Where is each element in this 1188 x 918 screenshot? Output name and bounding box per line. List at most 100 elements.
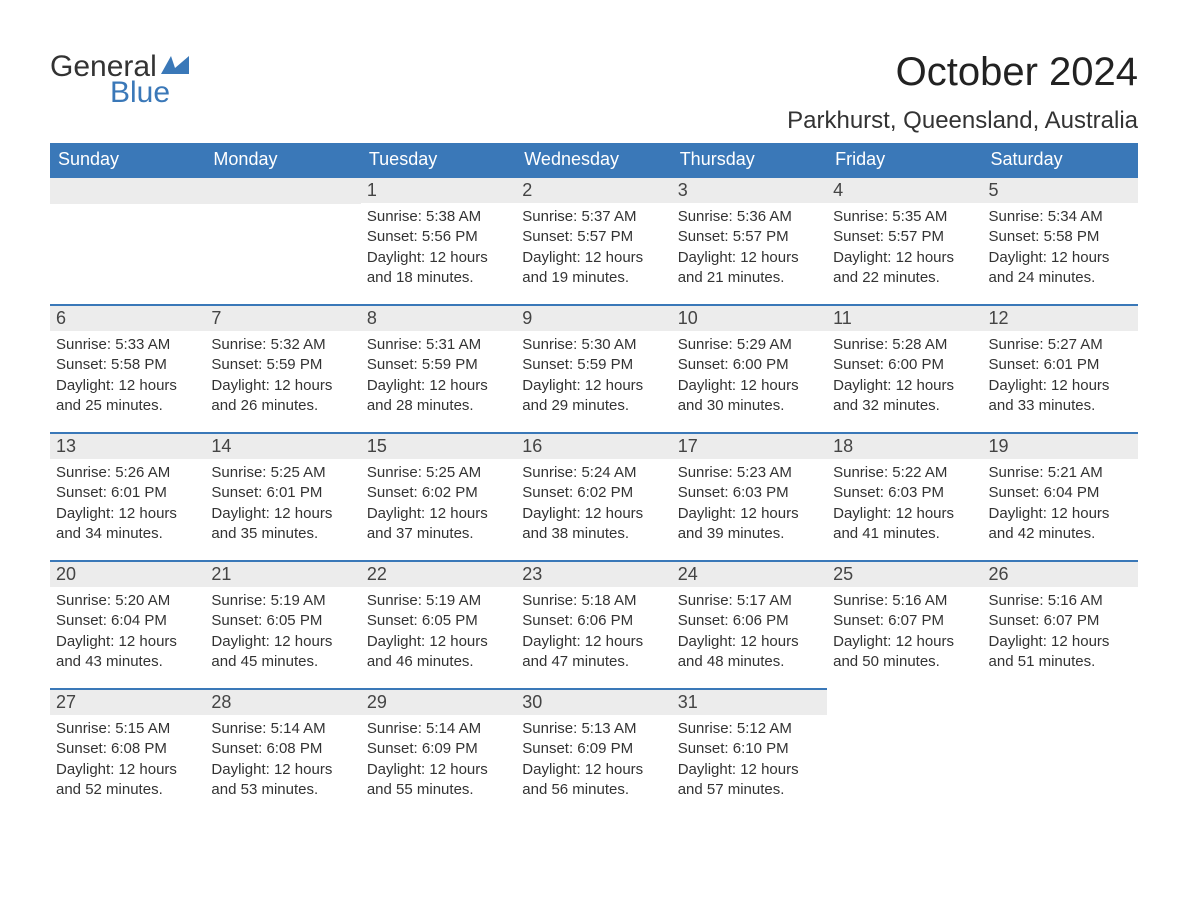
day-number: 23	[516, 560, 671, 587]
day-number: 9	[516, 304, 671, 331]
day2-text: and 52 minutes.	[56, 780, 199, 800]
sunset-text: Sunset: 6:06 PM	[522, 611, 665, 631]
calendar-day-cell	[827, 688, 982, 816]
day-number: 30	[516, 688, 671, 715]
calendar-day-cell: 20Sunrise: 5:20 AMSunset: 6:04 PMDayligh…	[50, 560, 205, 688]
sunset-text: Sunset: 6:00 PM	[678, 355, 821, 375]
day-details: Sunrise: 5:13 AMSunset: 6:09 PMDaylight:…	[516, 715, 671, 810]
sunrise-text: Sunrise: 5:16 AM	[833, 591, 976, 611]
day2-text: and 28 minutes.	[367, 396, 510, 416]
sunset-text: Sunset: 6:06 PM	[678, 611, 821, 631]
day2-text: and 48 minutes.	[678, 652, 821, 672]
day-number: 24	[672, 560, 827, 587]
day2-text: and 34 minutes.	[56, 524, 199, 544]
day-number	[50, 176, 205, 204]
calendar-day-cell: 31Sunrise: 5:12 AMSunset: 6:10 PMDayligh…	[672, 688, 827, 816]
sunrise-text: Sunrise: 5:20 AM	[56, 591, 199, 611]
day1-text: Daylight: 12 hours	[678, 248, 821, 268]
day-details: Sunrise: 5:22 AMSunset: 6:03 PMDaylight:…	[827, 459, 982, 554]
calendar-day-cell: 16Sunrise: 5:24 AMSunset: 6:02 PMDayligh…	[516, 432, 671, 560]
day-details: Sunrise: 5:35 AMSunset: 5:57 PMDaylight:…	[827, 203, 982, 298]
sunrise-text: Sunrise: 5:19 AM	[211, 591, 354, 611]
calendar-day-cell: 6Sunrise: 5:33 AMSunset: 5:58 PMDaylight…	[50, 304, 205, 432]
day-details: Sunrise: 5:27 AMSunset: 6:01 PMDaylight:…	[983, 331, 1138, 426]
day-number: 19	[983, 432, 1138, 459]
day2-text: and 22 minutes.	[833, 268, 976, 288]
sunset-text: Sunset: 5:59 PM	[522, 355, 665, 375]
sunset-text: Sunset: 5:59 PM	[211, 355, 354, 375]
day1-text: Daylight: 12 hours	[367, 376, 510, 396]
calendar-week-row: 27Sunrise: 5:15 AMSunset: 6:08 PMDayligh…	[50, 688, 1138, 816]
calendar-day-cell: 12Sunrise: 5:27 AMSunset: 6:01 PMDayligh…	[983, 304, 1138, 432]
sunset-text: Sunset: 6:07 PM	[833, 611, 976, 631]
sunrise-text: Sunrise: 5:12 AM	[678, 719, 821, 739]
day2-text: and 30 minutes.	[678, 396, 821, 416]
day-details: Sunrise: 5:19 AMSunset: 6:05 PMDaylight:…	[361, 587, 516, 682]
calendar-week-row: 1Sunrise: 5:38 AMSunset: 5:56 PMDaylight…	[50, 176, 1138, 304]
calendar-day-cell: 5Sunrise: 5:34 AMSunset: 5:58 PMDaylight…	[983, 176, 1138, 304]
sunset-text: Sunset: 6:02 PM	[522, 483, 665, 503]
sunset-text: Sunset: 5:58 PM	[989, 227, 1132, 247]
day-number: 21	[205, 560, 360, 587]
day1-text: Daylight: 12 hours	[522, 760, 665, 780]
day1-text: Daylight: 12 hours	[211, 376, 354, 396]
calendar-day-cell: 14Sunrise: 5:25 AMSunset: 6:01 PMDayligh…	[205, 432, 360, 560]
day-number: 27	[50, 688, 205, 715]
day-number: 4	[827, 176, 982, 203]
day1-text: Daylight: 12 hours	[56, 504, 199, 524]
day1-text: Daylight: 12 hours	[56, 760, 199, 780]
sunset-text: Sunset: 6:07 PM	[989, 611, 1132, 631]
day-details: Sunrise: 5:28 AMSunset: 6:00 PMDaylight:…	[827, 331, 982, 426]
calendar-day-cell: 15Sunrise: 5:25 AMSunset: 6:02 PMDayligh…	[361, 432, 516, 560]
day1-text: Daylight: 12 hours	[678, 632, 821, 652]
sunset-text: Sunset: 5:57 PM	[833, 227, 976, 247]
day-details: Sunrise: 5:19 AMSunset: 6:05 PMDaylight:…	[205, 587, 360, 682]
day-details: Sunrise: 5:34 AMSunset: 5:58 PMDaylight:…	[983, 203, 1138, 298]
day2-text: and 55 minutes.	[367, 780, 510, 800]
calendar-day-cell: 29Sunrise: 5:14 AMSunset: 6:09 PMDayligh…	[361, 688, 516, 816]
day-details: Sunrise: 5:18 AMSunset: 6:06 PMDaylight:…	[516, 587, 671, 682]
day2-text: and 25 minutes.	[56, 396, 199, 416]
sunrise-text: Sunrise: 5:35 AM	[833, 207, 976, 227]
calendar-day-cell: 19Sunrise: 5:21 AMSunset: 6:04 PMDayligh…	[983, 432, 1138, 560]
calendar-day-cell: 10Sunrise: 5:29 AMSunset: 6:00 PMDayligh…	[672, 304, 827, 432]
calendar-day-cell: 30Sunrise: 5:13 AMSunset: 6:09 PMDayligh…	[516, 688, 671, 816]
day-details: Sunrise: 5:38 AMSunset: 5:56 PMDaylight:…	[361, 203, 516, 298]
sunrise-text: Sunrise: 5:27 AM	[989, 335, 1132, 355]
calendar-week-row: 6Sunrise: 5:33 AMSunset: 5:58 PMDaylight…	[50, 304, 1138, 432]
weekday-header-row: Sunday Monday Tuesday Wednesday Thursday…	[50, 143, 1138, 176]
sunset-text: Sunset: 6:00 PM	[833, 355, 976, 375]
sunrise-text: Sunrise: 5:36 AM	[678, 207, 821, 227]
calendar-day-cell: 22Sunrise: 5:19 AMSunset: 6:05 PMDayligh…	[361, 560, 516, 688]
day-details: Sunrise: 5:29 AMSunset: 6:00 PMDaylight:…	[672, 331, 827, 426]
sunset-text: Sunset: 6:08 PM	[211, 739, 354, 759]
sunrise-text: Sunrise: 5:34 AM	[989, 207, 1132, 227]
calendar-day-cell: 4Sunrise: 5:35 AMSunset: 5:57 PMDaylight…	[827, 176, 982, 304]
sunrise-text: Sunrise: 5:14 AM	[211, 719, 354, 739]
calendar-week-row: 20Sunrise: 5:20 AMSunset: 6:04 PMDayligh…	[50, 560, 1138, 688]
calendar-day-cell	[983, 688, 1138, 816]
weekday-header: Thursday	[672, 143, 827, 176]
brand-logo: General Blue	[50, 50, 189, 110]
sunrise-text: Sunrise: 5:31 AM	[367, 335, 510, 355]
day-number: 6	[50, 304, 205, 331]
day-number: 12	[983, 304, 1138, 331]
day-details: Sunrise: 5:33 AMSunset: 5:58 PMDaylight:…	[50, 331, 205, 426]
day2-text: and 42 minutes.	[989, 524, 1132, 544]
day-number: 22	[361, 560, 516, 587]
day2-text: and 47 minutes.	[522, 652, 665, 672]
day-number: 13	[50, 432, 205, 459]
day1-text: Daylight: 12 hours	[678, 376, 821, 396]
day-details: Sunrise: 5:14 AMSunset: 6:09 PMDaylight:…	[361, 715, 516, 810]
day1-text: Daylight: 12 hours	[989, 376, 1132, 396]
calendar-day-cell: 28Sunrise: 5:14 AMSunset: 6:08 PMDayligh…	[205, 688, 360, 816]
day-details: Sunrise: 5:24 AMSunset: 6:02 PMDaylight:…	[516, 459, 671, 554]
calendar-day-cell: 24Sunrise: 5:17 AMSunset: 6:06 PMDayligh…	[672, 560, 827, 688]
day-number: 26	[983, 560, 1138, 587]
title-block: October 2024 Parkhurst, Queensland, Aust…	[787, 50, 1138, 135]
sunrise-text: Sunrise: 5:29 AM	[678, 335, 821, 355]
sunset-text: Sunset: 6:01 PM	[211, 483, 354, 503]
sunset-text: Sunset: 6:04 PM	[989, 483, 1132, 503]
day-number: 31	[672, 688, 827, 715]
day-details: Sunrise: 5:25 AMSunset: 6:02 PMDaylight:…	[361, 459, 516, 554]
